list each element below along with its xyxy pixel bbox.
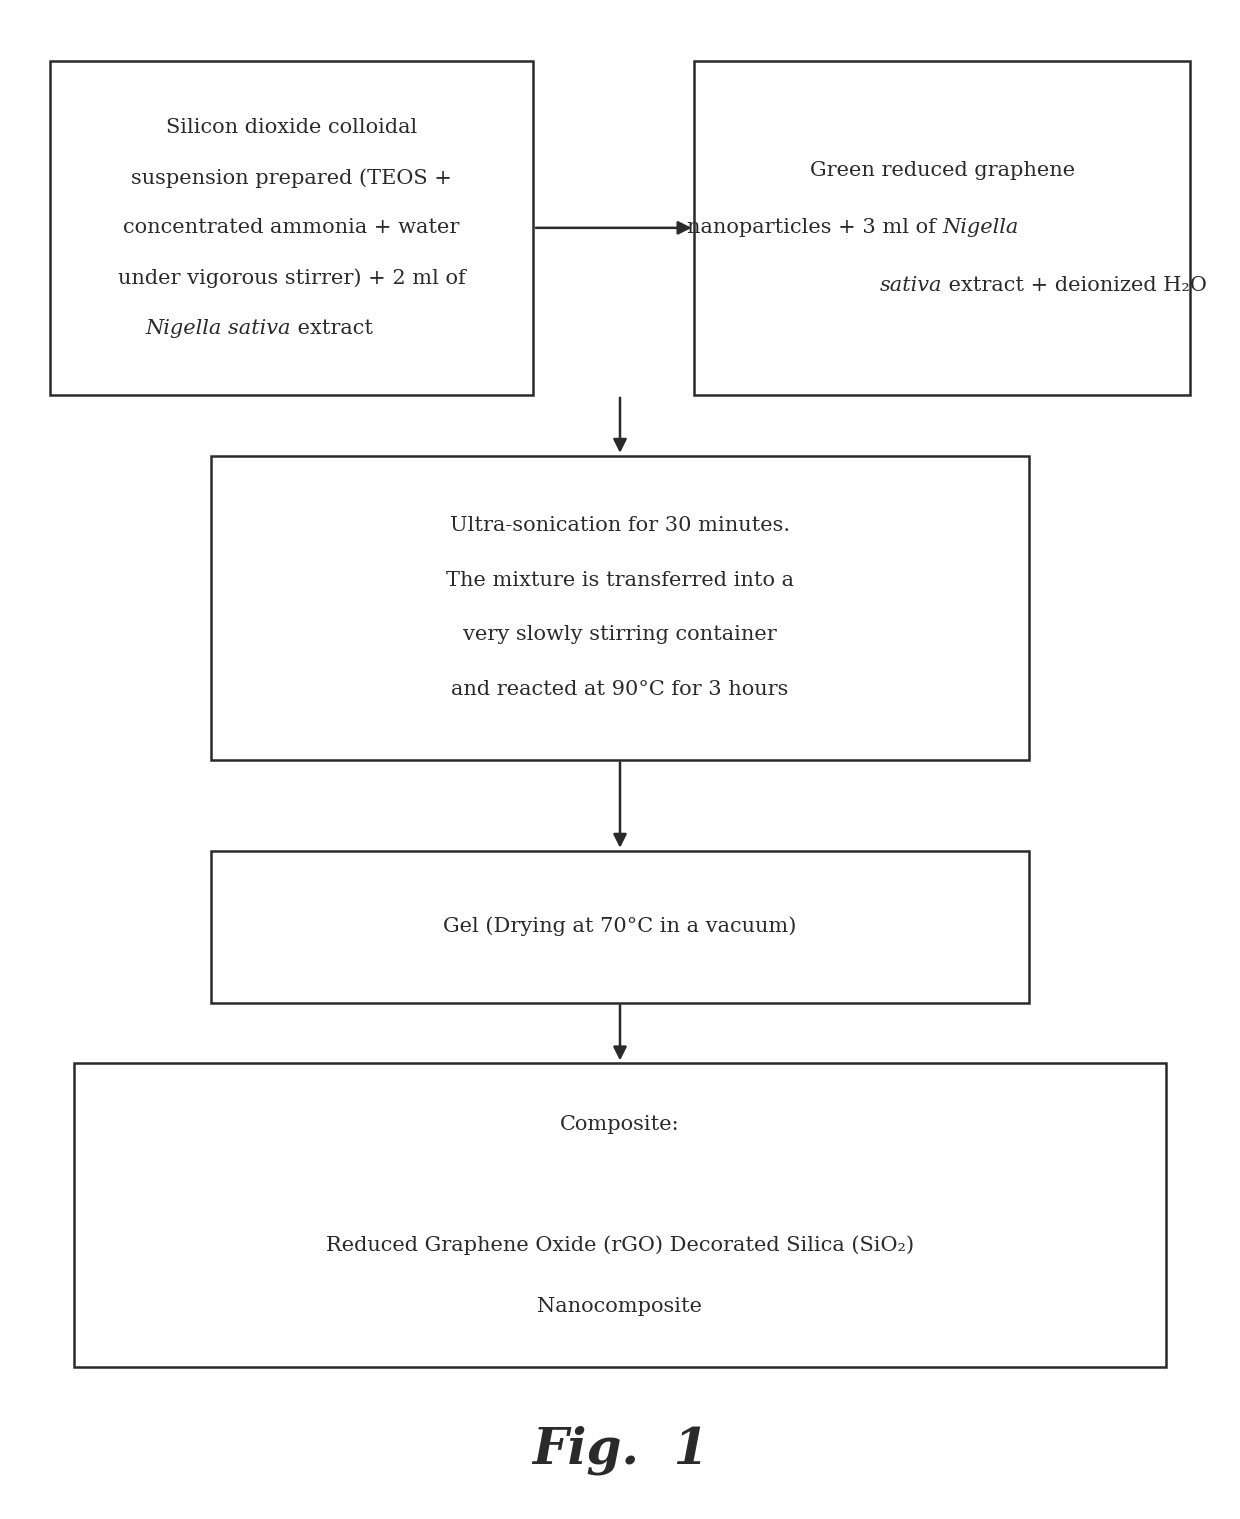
- Text: Ultra-sonication for 30 minutes.: Ultra-sonication for 30 minutes.: [450, 516, 790, 535]
- Text: Gel (Drying at 70°C in a vacuum): Gel (Drying at 70°C in a vacuum): [444, 917, 796, 936]
- Text: concentrated ammonia + water: concentrated ammonia + water: [123, 219, 460, 237]
- Text: Reduced Graphene Oxide (rGO) Decorated Silica (SiO₂): Reduced Graphene Oxide (rGO) Decorated S…: [326, 1236, 914, 1255]
- Bar: [50, 61, 533, 395]
- Text: Nigella: Nigella: [942, 219, 1019, 237]
- Text: extract + deionized H₂O: extract + deionized H₂O: [942, 276, 1208, 295]
- Text: Composite:: Composite:: [560, 1115, 680, 1133]
- Bar: [211, 456, 1029, 760]
- Text: sativa: sativa: [880, 276, 942, 295]
- Text: nanoparticles + 3 ml of: nanoparticles + 3 ml of: [687, 219, 942, 237]
- Text: Green reduced graphene: Green reduced graphene: [810, 161, 1075, 179]
- Text: suspension prepared (TEOS +: suspension prepared (TEOS +: [131, 169, 451, 187]
- Bar: [694, 61, 1190, 395]
- Text: Nigella sativa: Nigella sativa: [146, 319, 291, 337]
- Bar: [74, 1063, 1166, 1367]
- Text: extract: extract: [291, 319, 373, 337]
- Text: under vigorous stirrer) + 2 ml of: under vigorous stirrer) + 2 ml of: [118, 269, 465, 287]
- Bar: [211, 851, 1029, 1003]
- Text: Fig.  1: Fig. 1: [532, 1426, 708, 1475]
- Text: and reacted at 90°C for 3 hours: and reacted at 90°C for 3 hours: [451, 681, 789, 699]
- Text: The mixture is transferred into a: The mixture is transferred into a: [446, 571, 794, 589]
- Text: Nanocomposite: Nanocomposite: [537, 1297, 703, 1315]
- Text: Silicon dioxide colloidal: Silicon dioxide colloidal: [166, 118, 417, 137]
- Text: very slowly stirring container: very slowly stirring container: [463, 626, 777, 644]
